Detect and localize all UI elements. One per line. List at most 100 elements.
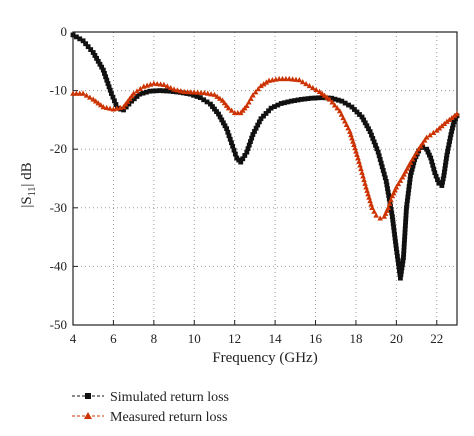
measured-point — [446, 116, 453, 122]
simulated-point — [282, 100, 287, 106]
simulated-point — [450, 122, 456, 128]
simulated-point — [250, 132, 256, 137]
simulated-point — [401, 244, 407, 250]
simulated-point — [408, 173, 413, 178]
simulated-point — [401, 240, 407, 246]
simulated-point — [450, 125, 455, 131]
simulated-point — [394, 250, 400, 255]
simulated-point — [444, 152, 450, 158]
measured-point — [449, 114, 455, 121]
measured-point — [174, 87, 181, 93]
x-tick-label: 14 — [269, 331, 283, 346]
measured-point — [397, 177, 404, 183]
measured-point — [415, 146, 422, 152]
simulated-point — [445, 145, 451, 151]
simulated-point — [367, 129, 373, 135]
measured-point — [87, 94, 93, 100]
measured-point — [419, 140, 426, 146]
measured-point — [126, 95, 133, 102]
simulated-point — [424, 146, 430, 152]
measured-point — [83, 92, 90, 98]
axis-ticks: 4 6 8 10 12 14 16 18 20 22 0 -10 -20 -30 -40 -50 — [50, 24, 444, 346]
measured-point — [228, 107, 235, 113]
simulated-point — [253, 125, 259, 131]
x-axis-title: Frequency (GHz) — [212, 350, 317, 366]
simulated-point — [194, 94, 200, 99]
measured-point — [350, 138, 356, 144]
legend-marker-measured — [84, 412, 92, 419]
measured-point — [407, 159, 414, 165]
measured-point — [381, 213, 388, 219]
measured-point — [225, 105, 232, 111]
simulated-point — [204, 99, 210, 105]
simulated-point — [147, 88, 153, 94]
x-tick-label: 8 — [151, 331, 158, 346]
simulated-point — [112, 98, 117, 104]
measured-point — [326, 96, 333, 102]
measured-point — [386, 200, 393, 207]
simulated-point — [349, 104, 355, 110]
simulated-point — [369, 132, 374, 138]
simulated-point — [376, 153, 382, 159]
measured-point — [244, 102, 250, 109]
measured-point — [201, 89, 208, 96]
simulated-point — [401, 248, 407, 253]
simulated-point — [401, 255, 406, 261]
x-tick-label: 6 — [110, 331, 117, 346]
measured-point — [389, 193, 396, 199]
simulated-point — [319, 95, 324, 101]
simulated-point — [339, 98, 345, 104]
measured-point — [157, 81, 164, 87]
simulated-point — [395, 257, 401, 263]
simulated-point — [137, 91, 143, 97]
simulated-point — [442, 166, 448, 172]
measured-point — [250, 92, 256, 98]
measured-point — [107, 105, 113, 111]
simulated-point — [366, 126, 371, 132]
measured-point — [329, 99, 335, 105]
simulated-point — [113, 102, 119, 107]
y-axis-title-tail: | dB — [19, 162, 35, 186]
simulated-point — [370, 136, 376, 141]
simulated-point — [394, 253, 400, 259]
measured-point — [404, 165, 411, 171]
simulated-point — [332, 96, 338, 102]
measured-point — [92, 98, 99, 104]
measured-point — [395, 180, 402, 187]
measured-point — [316, 88, 323, 94]
simulated-point — [406, 183, 412, 189]
measured-point — [303, 80, 309, 87]
measured-point — [100, 104, 107, 110]
simulated-point — [285, 99, 291, 105]
measured-point — [154, 80, 161, 87]
simulated-point — [126, 101, 132, 107]
simulated-point — [110, 94, 116, 100]
simulated-point — [384, 182, 390, 188]
measured-point — [217, 95, 223, 101]
simulated-point — [402, 226, 408, 232]
simulated-point — [380, 168, 386, 173]
measured-point — [164, 83, 171, 89]
simulated-point — [246, 142, 252, 148]
simulated-point — [240, 156, 246, 162]
measured-point — [211, 91, 218, 97]
simulated-point — [88, 47, 94, 52]
measured-point — [347, 128, 353, 134]
simulated-point — [393, 246, 399, 252]
simulated-point — [408, 170, 414, 175]
simulated-point — [375, 149, 381, 155]
simulated-point — [430, 162, 436, 168]
simulated-point — [121, 107, 126, 113]
measured-point — [359, 169, 365, 175]
x-tick-label: 18 — [349, 331, 362, 346]
simulated-point — [445, 149, 450, 155]
simulated-point — [439, 183, 445, 188]
simulated-point — [362, 120, 368, 126]
simulated-point — [405, 191, 411, 196]
simulated-point — [400, 262, 405, 267]
simulated-point — [403, 208, 409, 214]
simulated-point — [272, 104, 277, 110]
legend-marker-simulated — [85, 393, 91, 399]
measured-point — [401, 171, 407, 177]
